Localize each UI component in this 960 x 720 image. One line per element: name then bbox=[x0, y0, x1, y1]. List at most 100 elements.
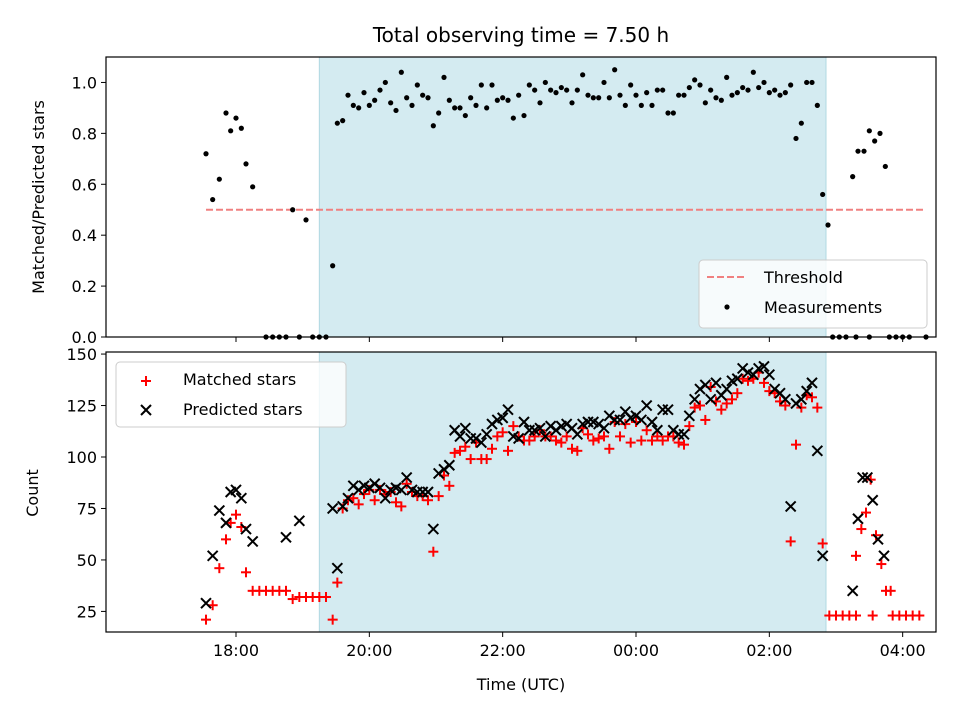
y-tick-label: 50 bbox=[77, 551, 97, 570]
matched-star-point bbox=[401, 478, 412, 489]
measurement-point bbox=[814, 102, 820, 108]
predicted-star-point bbox=[852, 513, 864, 525]
predicted-star-point bbox=[220, 517, 232, 529]
predicted-star-point bbox=[539, 430, 552, 443]
measurement-point bbox=[740, 84, 746, 91]
matched-star-point bbox=[914, 610, 925, 621]
matched-star-point bbox=[281, 585, 291, 596]
matched-star-point bbox=[444, 480, 455, 491]
measurement-point bbox=[388, 100, 394, 106]
predicted-star-point bbox=[374, 482, 386, 494]
matched-star-point bbox=[348, 493, 359, 504]
measurement-point bbox=[590, 95, 596, 101]
matched-star-point bbox=[876, 559, 887, 570]
predicted-star-point bbox=[816, 550, 829, 562]
measurement-point bbox=[670, 110, 676, 116]
y-tick-label: 25 bbox=[77, 602, 97, 621]
measurement-point bbox=[676, 92, 682, 98]
matched-star-point bbox=[700, 414, 711, 425]
measurement-point bbox=[500, 95, 506, 101]
matched-star-point bbox=[567, 443, 577, 454]
matched-star-point bbox=[572, 445, 583, 456]
predicted-star-point bbox=[534, 422, 546, 434]
predicted-star-point bbox=[240, 523, 252, 535]
measurement-point bbox=[425, 95, 431, 101]
predicted-star-point bbox=[331, 562, 344, 574]
matched-star-point bbox=[812, 402, 823, 413]
measurement-point bbox=[855, 148, 861, 154]
matched-star-point bbox=[545, 431, 556, 442]
measurements-legend-swatch bbox=[724, 304, 730, 310]
measurement-point bbox=[825, 222, 831, 228]
matched-star-point bbox=[593, 433, 604, 444]
measurement-point bbox=[366, 102, 372, 108]
measurement-point bbox=[788, 82, 794, 88]
matched-star-point bbox=[785, 536, 796, 547]
matched-star-point bbox=[497, 427, 508, 438]
predicted-star-point bbox=[200, 597, 212, 609]
predicted-star-point bbox=[846, 585, 859, 597]
matched-star-point bbox=[657, 435, 668, 446]
y-tick-label: 0.8 bbox=[72, 124, 97, 143]
matched-star-point bbox=[391, 497, 401, 508]
predicted-star-point bbox=[475, 436, 488, 449]
matched-star-point bbox=[867, 610, 878, 621]
predicted-star-point bbox=[422, 486, 434, 498]
measurement-point bbox=[398, 69, 404, 75]
measurement-point bbox=[441, 74, 447, 80]
measurement-point bbox=[210, 196, 216, 203]
measurement-point bbox=[809, 79, 815, 86]
matched-star-point bbox=[423, 495, 433, 506]
matched-star-point bbox=[353, 499, 364, 510]
measurement-point bbox=[478, 82, 484, 88]
measurement-point bbox=[372, 97, 378, 103]
predicted-star-point bbox=[861, 471, 874, 484]
predicted-star-point bbox=[731, 373, 744, 385]
matched-star-point bbox=[508, 421, 519, 432]
predicted-legend-label: Predicted stars bbox=[183, 400, 303, 419]
measurement-point bbox=[356, 105, 362, 111]
measurement-point bbox=[601, 79, 607, 86]
measurement-point bbox=[585, 92, 591, 98]
predicted-star-point bbox=[213, 504, 226, 517]
measurement-point bbox=[377, 87, 383, 93]
matched-star-point bbox=[861, 507, 871, 518]
predicted-star-point bbox=[293, 515, 306, 527]
matched-star-point bbox=[481, 454, 492, 465]
measurement-point bbox=[542, 79, 548, 86]
measurement-point bbox=[718, 97, 724, 103]
measurement-point bbox=[223, 110, 229, 116]
measurements-legend-label: Measurements bbox=[764, 298, 882, 317]
matched-star-point bbox=[529, 431, 540, 442]
measurement-point bbox=[290, 207, 296, 213]
measurement-point bbox=[233, 115, 239, 121]
predicted-star-point bbox=[811, 445, 824, 457]
matched-star-point bbox=[433, 491, 444, 502]
predicted-star-point bbox=[763, 368, 776, 381]
predicted-star-point bbox=[662, 403, 674, 416]
measurement-point bbox=[409, 102, 415, 108]
measurement-point bbox=[494, 97, 500, 103]
matched-star-point bbox=[287, 594, 298, 605]
measurement-point bbox=[772, 87, 778, 93]
measurement-point bbox=[766, 90, 772, 96]
predicted-star-point bbox=[784, 500, 797, 513]
matched-star-point bbox=[625, 437, 636, 448]
measurement-point bbox=[777, 92, 783, 98]
matched-star-point bbox=[856, 524, 867, 535]
matched-star-point bbox=[636, 435, 647, 446]
predicted-star-point bbox=[206, 550, 219, 562]
x-tick-label: 22:00 bbox=[480, 641, 526, 660]
measurement-point bbox=[692, 77, 698, 83]
matched-star-point bbox=[588, 435, 599, 446]
measurement-point bbox=[521, 112, 527, 119]
predicted-star-point bbox=[614, 414, 626, 426]
predicted-star-point bbox=[683, 410, 696, 422]
predicted-star-point bbox=[635, 414, 648, 426]
measurement-point bbox=[644, 90, 650, 96]
threshold-legend-label: Threshold bbox=[763, 268, 843, 287]
measurement-point bbox=[708, 87, 714, 93]
bottom-y-axis-label: Count bbox=[23, 469, 42, 517]
measurement-point bbox=[532, 87, 538, 93]
